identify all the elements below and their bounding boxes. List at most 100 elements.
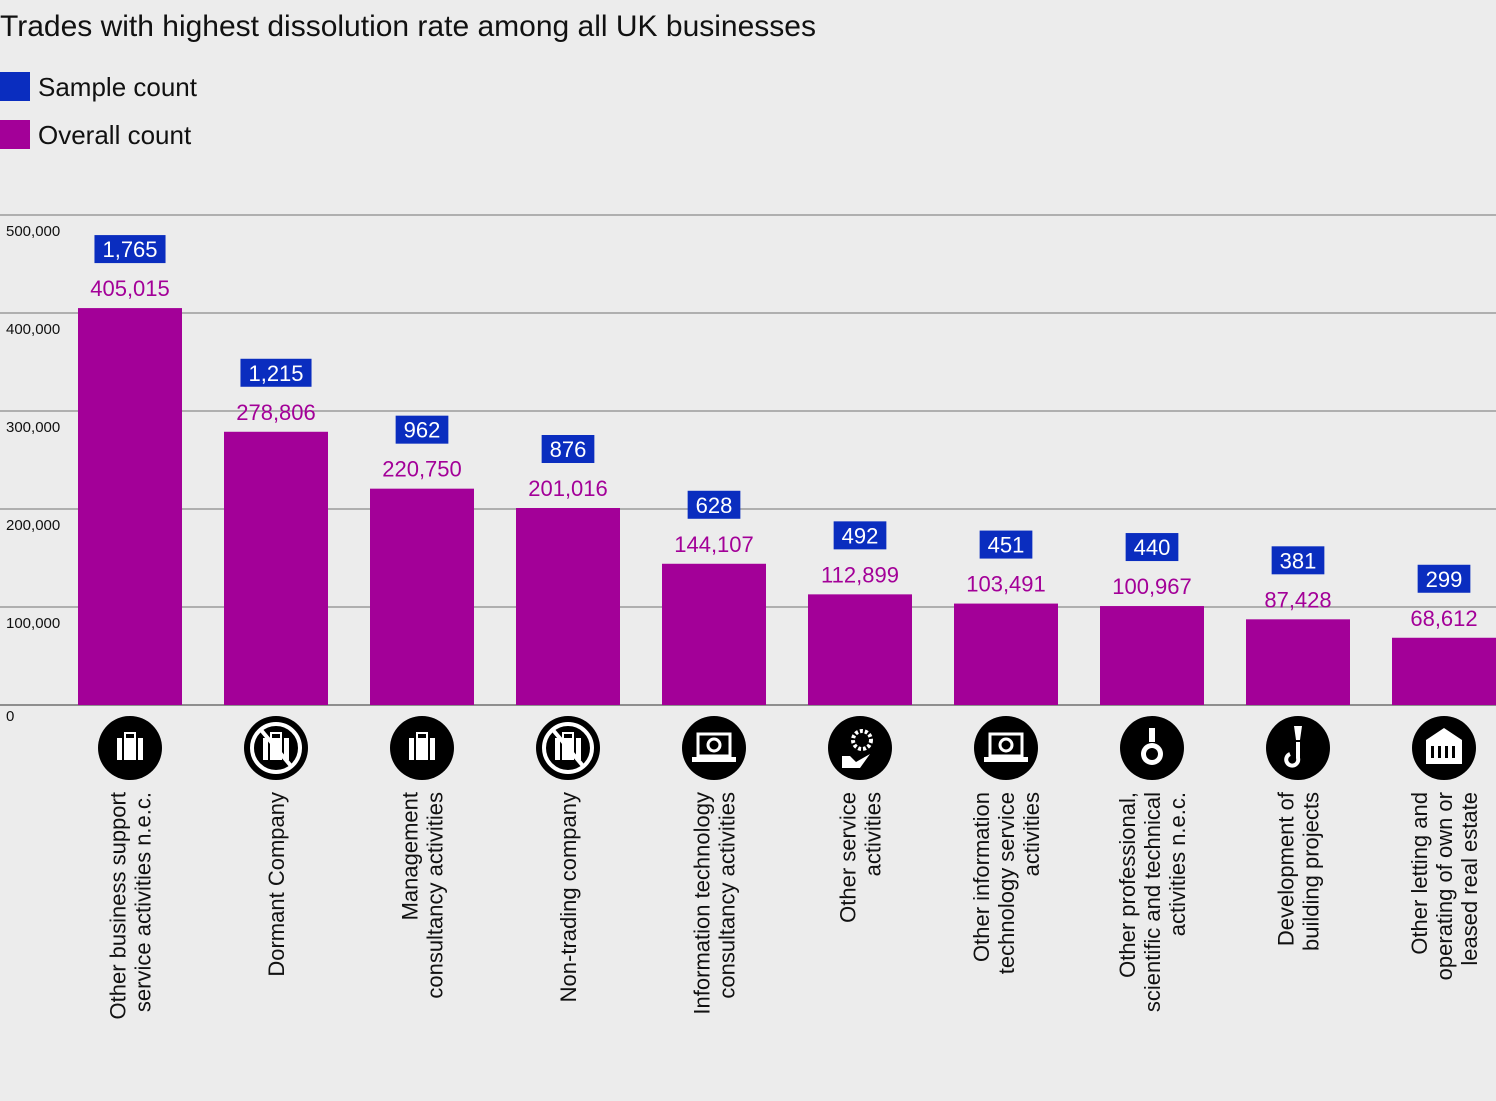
y-tick-label: 400,000 [6, 321, 60, 338]
gear [998, 737, 1014, 753]
laptop-screen [696, 732, 732, 758]
y-tick-label: 100,000 [6, 615, 60, 632]
bar-group: 112,899 492 Other service activities [808, 521, 912, 923]
x-tick-label: activities n.e.c. [1165, 792, 1190, 936]
laptop-gear-icon [974, 716, 1038, 780]
data-label-overall: 112,899 [821, 562, 899, 587]
no-briefcase-icon [536, 716, 600, 780]
data-label-overall: 68,612 [1410, 606, 1477, 631]
bar-group: 405,015 1,765 Other business support servic… [78, 235, 182, 1019]
data-label-overall: 405,015 [90, 276, 170, 301]
data-label-overall: 278,806 [236, 400, 316, 425]
data-label-overall: 100,967 [1112, 574, 1192, 599]
data-label-overall: 103,491 [966, 572, 1046, 597]
data-label-sample: 1,215 [248, 361, 303, 386]
data-label-sample-box [833, 521, 887, 550]
y-tick-label: 500,000 [6, 223, 60, 240]
prohibit-slash [551, 728, 585, 768]
data-label-overall: 201,016 [528, 476, 608, 501]
flask-neck [1149, 728, 1155, 742]
x-tick-label: service activities n.e.c. [131, 792, 156, 1012]
briefcase-handle [270, 732, 282, 740]
building-icon [1412, 716, 1476, 780]
legend-label-overall: Overall count [38, 120, 192, 150]
data-label-sample-box [979, 530, 1033, 559]
data-label-sample: 492 [842, 523, 879, 548]
data-label-sample-box [240, 358, 312, 387]
x-tick-label: consultancy activities [423, 792, 448, 999]
hand-gear-icon [828, 716, 892, 780]
x-tick-label: activities [1019, 792, 1044, 876]
data-label-sample-box [1417, 564, 1471, 593]
data-label-sample: 876 [550, 437, 587, 462]
y-tick-label: 0 [6, 708, 14, 725]
building-window [1452, 746, 1455, 758]
briefcase-body [117, 738, 143, 760]
x-tick-label: Development of [1274, 791, 1299, 946]
icon-background [682, 716, 746, 780]
prohibit-ring [250, 722, 302, 774]
legend-label-sample: Sample count [38, 72, 198, 102]
data-label-sample: 1,765 [102, 237, 157, 262]
hook [1284, 742, 1301, 768]
building-window [1431, 746, 1434, 758]
x-tick-label: Other information [969, 792, 994, 962]
data-label-sample: 440 [1134, 535, 1171, 560]
legend-swatch-sample [0, 72, 30, 101]
x-tick-label: consultancy activities [715, 792, 740, 999]
bar-group: 220,750 962 Management consultancy activiti… [370, 415, 474, 999]
bar-overall-count [1246, 619, 1350, 705]
bar-group: 68,612 299 Other letting and operating of o… [1392, 564, 1496, 980]
bar-overall-count [370, 488, 474, 705]
bar-overall-count [224, 431, 328, 705]
data-label-overall: 220,750 [382, 457, 462, 482]
x-tick-label: Other professional, [1115, 792, 1140, 978]
building-window [1438, 746, 1441, 758]
flask-inner [1146, 748, 1158, 760]
prohibit-slash [259, 728, 293, 768]
x-tick-label: leased real estate [1457, 792, 1482, 966]
x-tick-label: Management [398, 792, 423, 920]
laptop-base [984, 757, 1028, 762]
data-label-overall: 144,107 [674, 532, 754, 557]
bar-overall-count [954, 603, 1058, 705]
briefcase-handle [416, 732, 428, 740]
data-label-sample-box [395, 415, 449, 444]
bar-overall-count [1392, 637, 1496, 705]
bar-group: 278,806 1,215 Dormant Company [224, 358, 328, 977]
hand [842, 754, 870, 768]
briefcase-handle [562, 732, 574, 740]
chart-title: Trades with highest dissolution rate amo… [0, 10, 816, 43]
bar-overall-count [516, 508, 620, 705]
x-tick-label: building projects [1299, 792, 1324, 951]
gear [851, 729, 873, 751]
hook-cable [1294, 726, 1302, 740]
bar-group: 87,428 381 Development of building projects [1246, 546, 1350, 951]
bar-group: 103,491 451 Other information technology se… [954, 530, 1058, 974]
x-tick-label: activities [861, 792, 886, 876]
prohibit-ring [542, 722, 594, 774]
x-tick-label: Information technology [690, 792, 715, 1015]
bar-overall-count [808, 594, 912, 705]
legend-swatch-overall [0, 120, 30, 149]
laptop-base [692, 757, 736, 762]
x-tick-label: technology service [994, 792, 1019, 974]
x-tick-label: scientific and technical [1140, 792, 1165, 1012]
data-label-overall: 87,428 [1264, 587, 1331, 612]
icon-background [974, 716, 1038, 780]
gear [706, 737, 722, 753]
bar-overall-count [78, 308, 182, 705]
briefcase-icon [98, 716, 162, 780]
data-label-sample-box [541, 435, 595, 464]
data-label-sample: 451 [988, 533, 1025, 558]
data-label-sample-box [1125, 533, 1179, 562]
x-tick-label: operating of own or [1432, 792, 1457, 980]
data-label-sample-box [687, 490, 741, 519]
bar-group: 100,967 440 Other professional, scientific … [1100, 533, 1204, 1012]
laptop-gear-icon [682, 716, 746, 780]
briefcase-handle [124, 732, 136, 740]
crane-hook-icon [1266, 716, 1330, 780]
bar-overall-count [1100, 606, 1204, 705]
briefcase-icon [390, 716, 454, 780]
